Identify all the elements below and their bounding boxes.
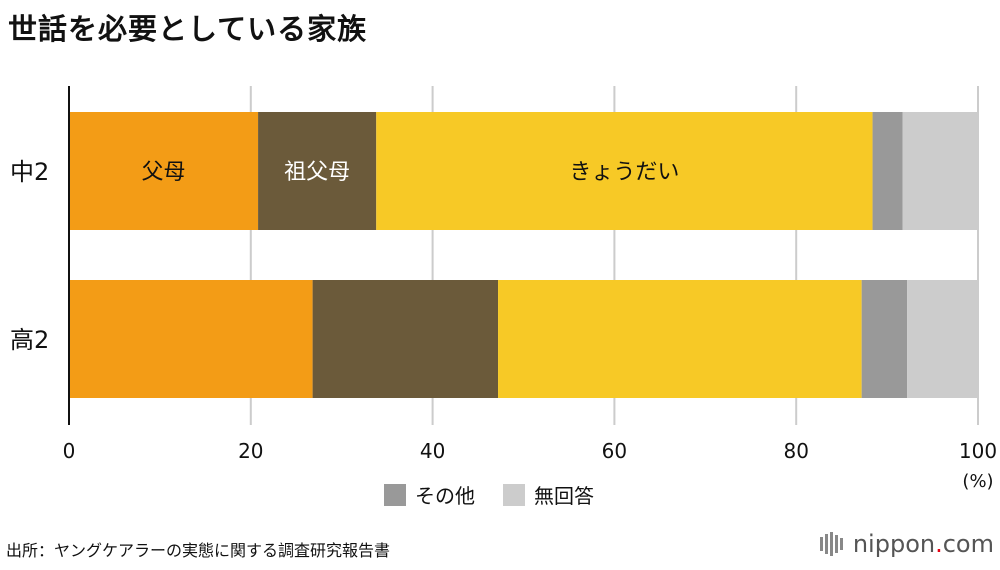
x-tick-label-60: 60	[602, 439, 627, 463]
bar-segment-0-2	[376, 112, 873, 230]
category-label-0: 中2	[10, 158, 49, 186]
legend-item-no-answer: 無回答	[503, 480, 594, 509]
x-tick-label-100: 100	[959, 439, 997, 463]
category-label-1: 高2	[10, 326, 49, 354]
x-unit-label: (%)	[962, 471, 993, 492]
bar-segment-0-1	[258, 112, 377, 230]
brand-dot: .	[935, 530, 943, 558]
brand-logo: nippon. com	[819, 530, 994, 558]
bar-segment-1-4	[907, 280, 978, 398]
bar-segment-1-3	[861, 280, 908, 398]
chart-title: 世話を必要としている家族	[8, 12, 368, 46]
legend-label-other: その他	[415, 484, 475, 508]
x-tick-label-40: 40	[420, 439, 445, 463]
legend-swatch-other	[384, 483, 406, 506]
bar-label-0: 父母	[142, 160, 186, 185]
bar-label-2: きょうだい	[569, 160, 679, 185]
legend-item-other: その他	[384, 480, 475, 509]
bar-segment-1-0	[69, 280, 313, 398]
x-tick-label-80: 80	[783, 439, 808, 463]
brand-mark-icon	[819, 532, 845, 556]
bar-segment-0-3	[872, 112, 903, 230]
bar-segment-0-4	[902, 112, 978, 230]
brand-name: nippon	[852, 530, 936, 558]
legend: その他 無回答	[384, 480, 622, 509]
legend-label-no-answer: 無回答	[534, 484, 594, 508]
bar-label-1: 祖父母	[284, 160, 350, 185]
x-tick-label-20: 20	[238, 439, 263, 463]
x-tick-label-0: 0	[63, 439, 76, 463]
bar-segment-0-0	[69, 112, 259, 230]
legend-swatch-no-answer	[503, 483, 525, 506]
bar-segment-1-1	[312, 280, 499, 398]
source-note: 出所：ヤングケアラーの実態に関する調査研究報告書	[6, 541, 391, 560]
bar-segment-1-2	[498, 280, 862, 398]
brand-tld: com	[942, 530, 994, 558]
